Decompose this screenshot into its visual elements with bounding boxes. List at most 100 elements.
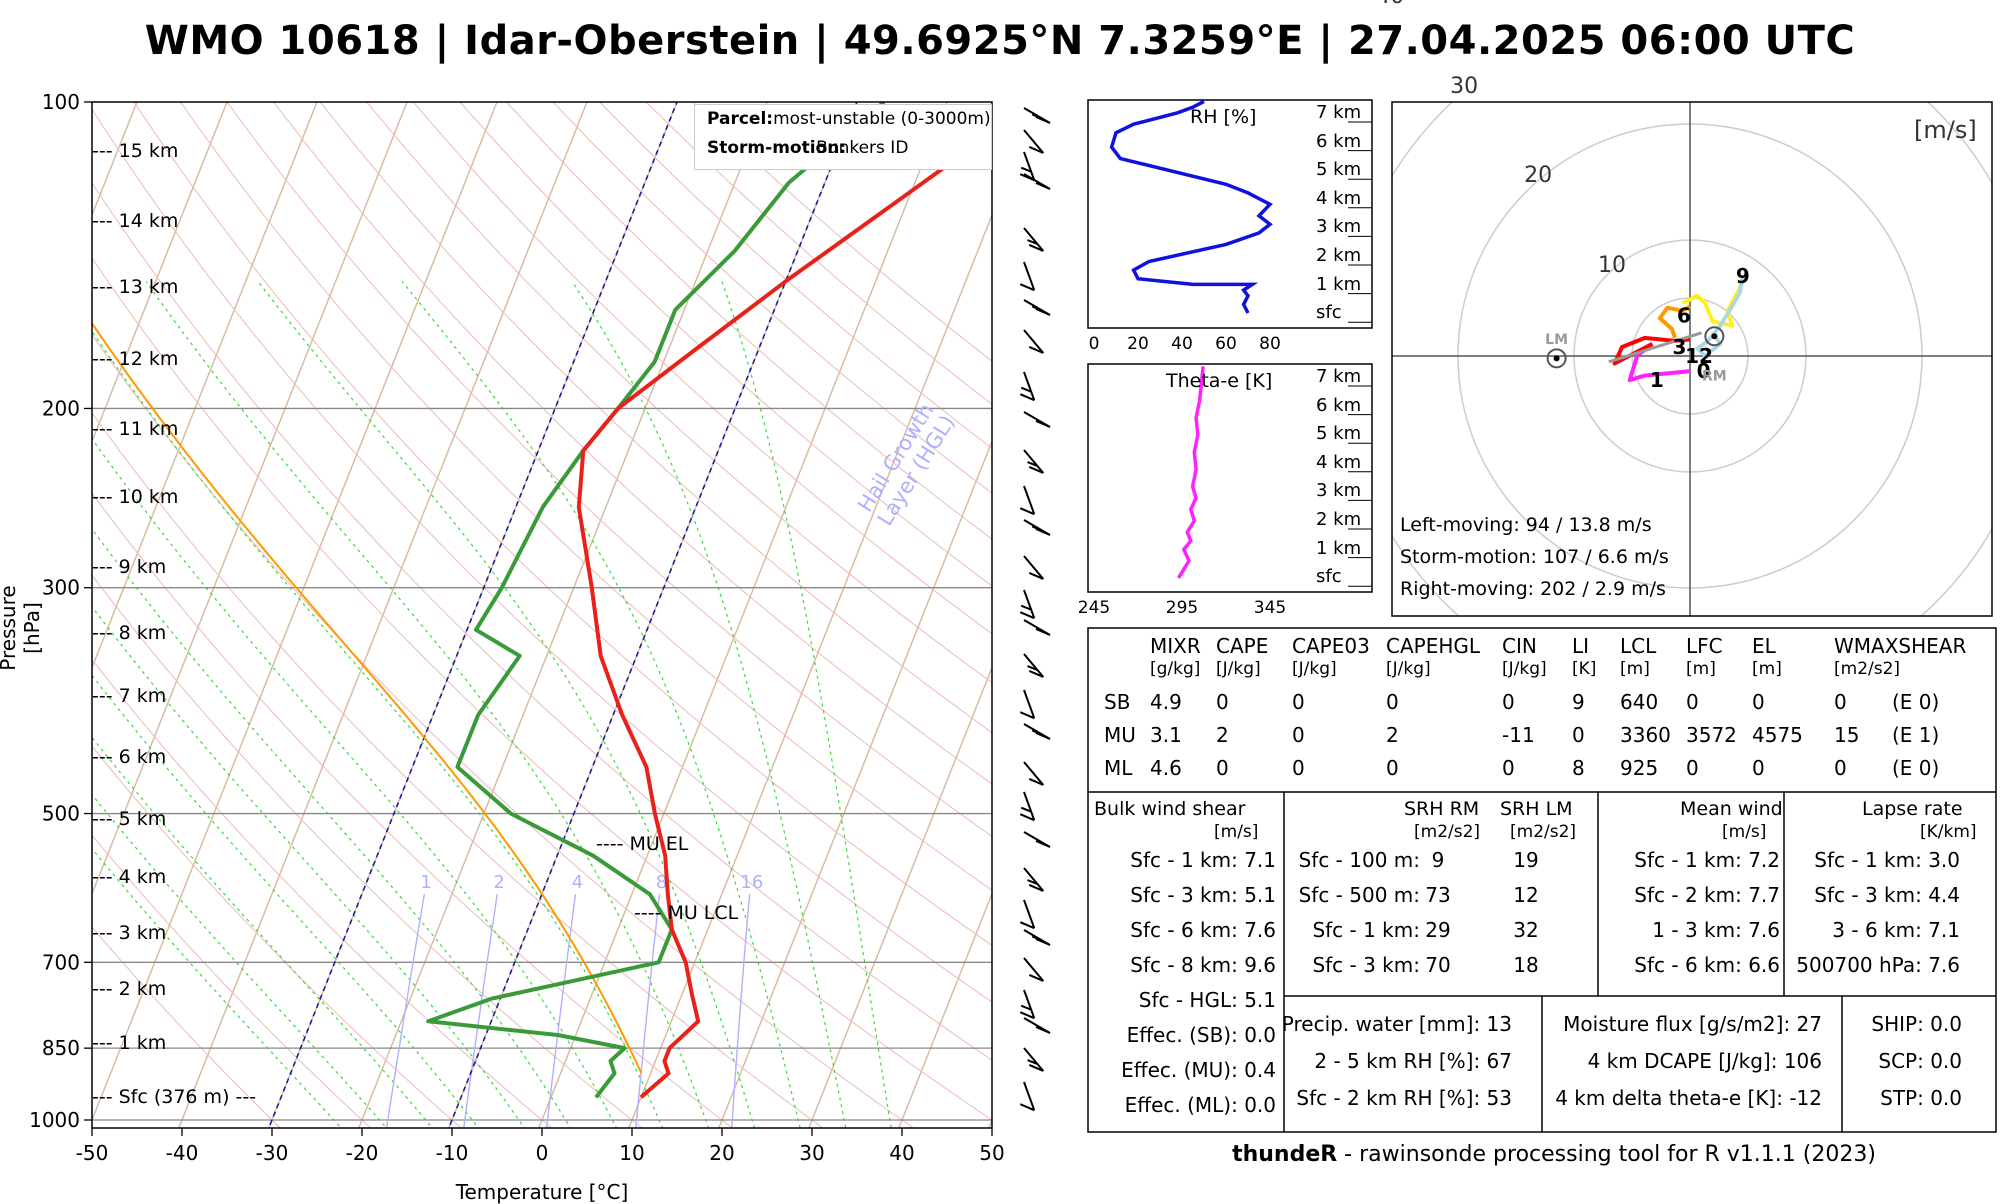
storm-motion-text: Storm-motion: 107 / 6.6 m/s <box>1400 546 1669 568</box>
hodograph-ring-label: 20 <box>1524 163 1552 188</box>
param-header: CAPEHGL <box>1386 634 1480 658</box>
height-label: --- 6 km <box>92 746 166 768</box>
height-label: --- Sfc (376 m) --- <box>92 1086 256 1108</box>
rh-height-label: 2 km <box>1316 245 1361 266</box>
shear-row: Sfc - 6 km: 7.6 <box>1086 918 1276 942</box>
rh-height-label: 7 km <box>1316 102 1361 123</box>
wind-barb <box>1024 958 1043 981</box>
param-header: LI <box>1572 634 1589 658</box>
wind-barb <box>1020 792 1034 820</box>
wind-barb <box>1024 520 1050 535</box>
index-row: SCP: 0.0 <box>1842 1049 1962 1073</box>
hodograph-point-label: 9 <box>1736 264 1750 288</box>
pressure-tick-label: 700 <box>42 950 80 974</box>
pressure-tick-label: 100 <box>42 90 80 114</box>
param-header: LFC <box>1686 634 1723 658</box>
pressure-tick-label: 850 <box>42 1036 80 1060</box>
rm-label: RM <box>1702 368 1727 384</box>
footer-brand: thundeR <box>1232 1142 1337 1167</box>
footer: thundeR - rawinsonde processing tool for… <box>1084 1142 2000 1167</box>
dry-adiabat <box>465 55 2000 1141</box>
param-cell: 4.6 <box>1150 756 1182 780</box>
height-label: --- 13 km <box>92 276 178 298</box>
isotherm-line <box>353 55 785 1141</box>
mean-wind-row: Sfc - 6 km: 6.6 <box>1594 953 1780 977</box>
theta-height-label: 5 km <box>1316 423 1361 444</box>
wind-barb <box>1020 486 1034 514</box>
wind-barb <box>1020 372 1034 400</box>
srh-row-label: Sfc - 3 km: <box>1272 953 1420 977</box>
rh-height-label: 3 km <box>1316 216 1361 237</box>
theta-height-label: 2 km <box>1316 509 1361 530</box>
temp-tick-label: -50 <box>76 1141 109 1165</box>
mean-wind-title: Mean wind <box>1680 798 1783 820</box>
parcel-legend: Parcel:most-unstable (0-3000m) Storm-mot… <box>694 104 992 170</box>
param-unit: [m] <box>1620 659 1650 679</box>
mixing-ratio-label: 2 <box>493 872 504 893</box>
temp-tick-label: -40 <box>166 1141 199 1165</box>
hodograph-point-label: 6 <box>1677 303 1691 327</box>
rh-xtick-label: 0 <box>1074 334 1114 354</box>
theta-height-label: sfc <box>1316 566 1342 587</box>
param-cell: 0 <box>1292 756 1305 780</box>
param-unit: [J/kg] <box>1216 659 1261 679</box>
rm-marker-dot <box>1711 333 1717 339</box>
param-cell: 4575 <box>1752 723 1803 747</box>
param-cell: 15 <box>1834 723 1859 747</box>
wind-barb <box>1020 1082 1034 1110</box>
param-cell: SB <box>1104 690 1130 714</box>
height-label: --- 8 km <box>92 622 166 644</box>
lapse-rate-row: 500700 hPa: 7.6 <box>1778 953 1960 977</box>
param-cell: 0 <box>1386 690 1399 714</box>
mixing-ratio-line <box>731 894 749 1133</box>
srh-lm-value: 12 <box>1506 883 1546 907</box>
srh-lm-header: SRH LM <box>1500 798 1573 820</box>
y-axis-label: Pressure [hPa] <box>0 558 44 698</box>
param-header: MIXR <box>1150 634 1201 658</box>
param-cell: 3360 <box>1620 723 1671 747</box>
theta-e-line <box>1179 366 1204 578</box>
temp-tick-label: 30 <box>799 1141 824 1165</box>
wind-barb <box>1024 868 1043 891</box>
mixing-ratio-line <box>635 894 659 1133</box>
srh-lm-unit: [m2/s2] <box>1510 822 1576 842</box>
theta-xtick-label: 295 <box>1158 598 1206 618</box>
param-cell: 0 <box>1292 690 1305 714</box>
wind-barb <box>1024 300 1050 315</box>
srh-row-label: Sfc - 500 m: <box>1272 883 1420 907</box>
temp-tick-label: -30 <box>256 1141 289 1165</box>
hodograph-unit: [m/s] <box>1914 116 1977 144</box>
lapse-unit: [K/km] <box>1920 822 1977 842</box>
parcel-label: Parcel: <box>707 109 773 129</box>
wind-barb <box>1024 412 1050 427</box>
param-cell: (E 0) <box>1892 690 1939 714</box>
param-cell: 0 <box>1686 690 1699 714</box>
rh-height-label: 6 km <box>1316 131 1361 152</box>
theta-height-label: 3 km <box>1316 480 1361 501</box>
mean-wind-unit: [m/s] <box>1722 822 1766 842</box>
moist-adiabat <box>146 281 713 1141</box>
mixing-ratio-label: 16 <box>740 872 763 893</box>
param-header: CIN <box>1502 634 1537 658</box>
param-cell: 925 <box>1620 756 1658 780</box>
param-header: CAPE <box>1216 634 1268 658</box>
rh-height-label: 4 km <box>1316 188 1361 209</box>
wind-barb <box>1020 990 1034 1018</box>
wind-barb <box>1024 930 1050 945</box>
param-unit: [g/kg] <box>1150 659 1200 679</box>
param-cell: 0 <box>1834 690 1847 714</box>
wind-barb <box>1024 556 1043 579</box>
param-unit: [m2/s2] <box>1834 659 1900 679</box>
wind-barb <box>1024 450 1043 473</box>
theta-panel-label: Theta-e [K] <box>1166 370 1272 392</box>
wind-barb <box>1024 832 1050 847</box>
wind-barb <box>1024 724 1050 739</box>
param-unit: [m] <box>1686 659 1716 679</box>
pressure-tick-label: 200 <box>42 396 80 420</box>
param-header: EL <box>1752 634 1776 658</box>
rh-panel-label: RH [%] <box>1190 106 1256 128</box>
theta-height-label: 7 km <box>1316 366 1361 387</box>
moist-adiabat <box>0 281 623 1141</box>
x-axis-label: Temperature [°C] <box>392 1180 692 1204</box>
param-cell: 0 <box>1752 756 1765 780</box>
